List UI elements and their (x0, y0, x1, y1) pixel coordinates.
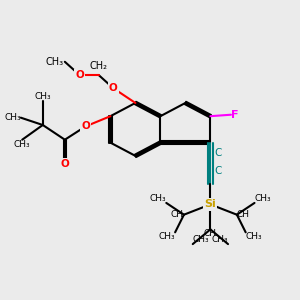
Text: O: O (109, 83, 118, 93)
Text: CH: CH (171, 210, 184, 219)
Text: F: F (231, 110, 238, 120)
Text: CH₃: CH₃ (150, 194, 166, 203)
Text: CH₃: CH₃ (4, 113, 21, 122)
Text: CH: CH (204, 230, 217, 238)
Text: CH₃: CH₃ (212, 235, 228, 244)
Text: C: C (214, 148, 221, 158)
Text: CH₃: CH₃ (158, 232, 175, 241)
Text: CH₂: CH₂ (90, 61, 108, 70)
Text: CH₃: CH₃ (254, 194, 271, 203)
Text: O: O (75, 70, 84, 80)
Text: O: O (61, 159, 69, 169)
Text: CH₃: CH₃ (45, 57, 63, 67)
Text: CH₃: CH₃ (193, 235, 209, 244)
Text: CH₃: CH₃ (34, 92, 51, 101)
Text: Si: Si (205, 200, 216, 209)
Text: CH₃: CH₃ (14, 140, 31, 149)
Text: C: C (214, 166, 221, 176)
Text: CH: CH (237, 210, 250, 219)
Text: O: O (81, 122, 90, 131)
Text: CH₃: CH₃ (246, 232, 262, 241)
